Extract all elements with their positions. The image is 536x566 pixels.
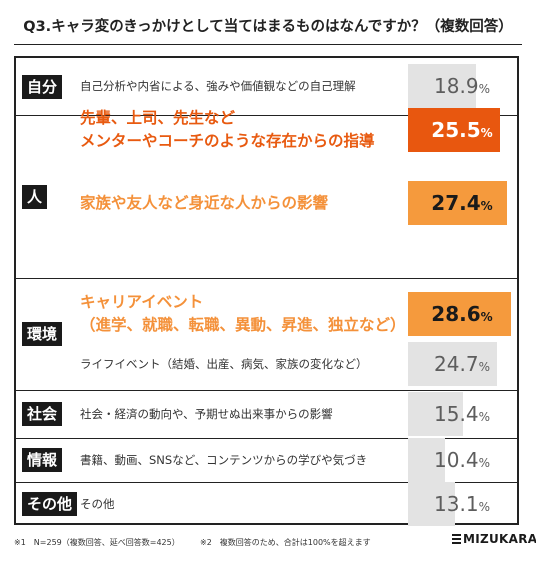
percent-sign: % (478, 500, 490, 514)
item-label-line: ライフイベント（結婚、出産、病気、家族の変化など） (80, 356, 368, 371)
value-label-group: 27.4% (408, 181, 516, 225)
value-label-group: 15.4% (408, 392, 516, 436)
group-separator (16, 390, 517, 391)
item-label: 家族や友人など身近な人からの影響 (80, 192, 328, 215)
logo-text: MIZUKARA (463, 532, 536, 546)
value-label: 24.7 (434, 352, 479, 376)
value-label-group: 10.4% (408, 438, 516, 482)
value-label: 25.5 (431, 118, 481, 142)
footnote-sample-size: ※1 N=259（複数回答、延べ回答数=425） (14, 538, 180, 547)
chart-frame: 自分 自己分析や内省による、強みや価値観などの自己理解 18.9% 人 先輩、上司、先生… (14, 56, 519, 526)
percent-sign: % (480, 199, 493, 213)
value-label-group: 25.5% (408, 108, 516, 152)
item-label: 書籍、動画、SNSなど、コンテンツからの学びや気づき (80, 451, 367, 470)
item-label-line: 家族や友人など身近な人からの影響 (80, 193, 329, 212)
value-label: 10.4 (434, 448, 479, 472)
item-label-line: （進学、就職、転職、異動、昇進、独立など） (80, 316, 406, 334)
item-label-line: メンターやコーチのような存在からの指導 (80, 132, 375, 150)
value-label-group: 24.7% (408, 342, 516, 386)
logo-mark-icon (452, 534, 461, 544)
value-bar (408, 181, 507, 225)
value-label: 28.6 (431, 302, 481, 326)
group-separator (16, 438, 517, 439)
value-label: 18.9 (434, 74, 479, 98)
value-bar (408, 108, 500, 152)
footnote-multiple-answers: ※2 複数回答のため、合計は100%を超えます (200, 538, 371, 547)
item-label-line: 社会・経済の動向や、予期せぬ出来事からの影響 (80, 406, 333, 421)
percent-sign: % (478, 410, 490, 424)
item-label: 社会・経済の動向や、予期せぬ出来事からの影響 (80, 405, 333, 424)
chart-title: Q3.キャラ変のきっかけとして当てはまるものはなんですか？（複数回答） (14, 10, 522, 45)
category-label: その他 (22, 491, 78, 516)
group-separator (16, 482, 517, 483)
value-label: 13.1 (434, 492, 479, 516)
value-bar (408, 438, 445, 482)
value-label-group: 13.1% (408, 482, 516, 526)
category-label: 人 (22, 184, 48, 209)
group-separator (16, 278, 517, 279)
percent-sign: % (478, 456, 490, 470)
value-bar (408, 342, 497, 386)
item-label: キャリアイベント （進学、就職、転職、異動、昇進、独立など） (80, 291, 406, 337)
value-label: 27.4 (431, 191, 481, 215)
category-label: 社会 (22, 402, 63, 426)
value-label: 15.4 (434, 402, 479, 426)
item-label: その他 (80, 495, 115, 514)
value-bar (408, 482, 455, 526)
value-label-group: 18.9% (408, 64, 516, 108)
item-label-line: 自己分析や内省による、強みや価値観などの自己理解 (80, 78, 356, 93)
item-label: 先輩、上司、先生などメンターやコーチのような存在からの指導 (80, 107, 375, 153)
value-bar (408, 64, 476, 108)
value-bar (408, 392, 463, 436)
group-separator (16, 115, 517, 116)
item-label-line: キャリアイベント (80, 293, 204, 311)
item-label: 自己分析や内省による、強みや価値観などの自己理解 (80, 77, 356, 96)
percent-sign: % (478, 82, 490, 96)
percent-sign: % (480, 126, 493, 140)
item-label-line: 先輩、上司、先生など (80, 109, 236, 127)
value-label-group: 28.6% (408, 292, 516, 336)
category-label: 自分 (22, 74, 63, 99)
item-label-line: 書籍、動画、SNSなど、コンテンツからの学びや気づき (80, 452, 368, 467)
value-bar (408, 292, 511, 336)
item-label-line: その他 (80, 496, 115, 511)
category-label: 情報 (22, 448, 63, 472)
category-label: 環境 (22, 322, 63, 346)
percent-sign: % (480, 310, 493, 324)
mizukara-logo: MIZUKARA (452, 532, 536, 546)
item-label: ライフイベント（結婚、出産、病気、家族の変化など） (80, 355, 368, 374)
percent-sign: % (478, 360, 490, 374)
